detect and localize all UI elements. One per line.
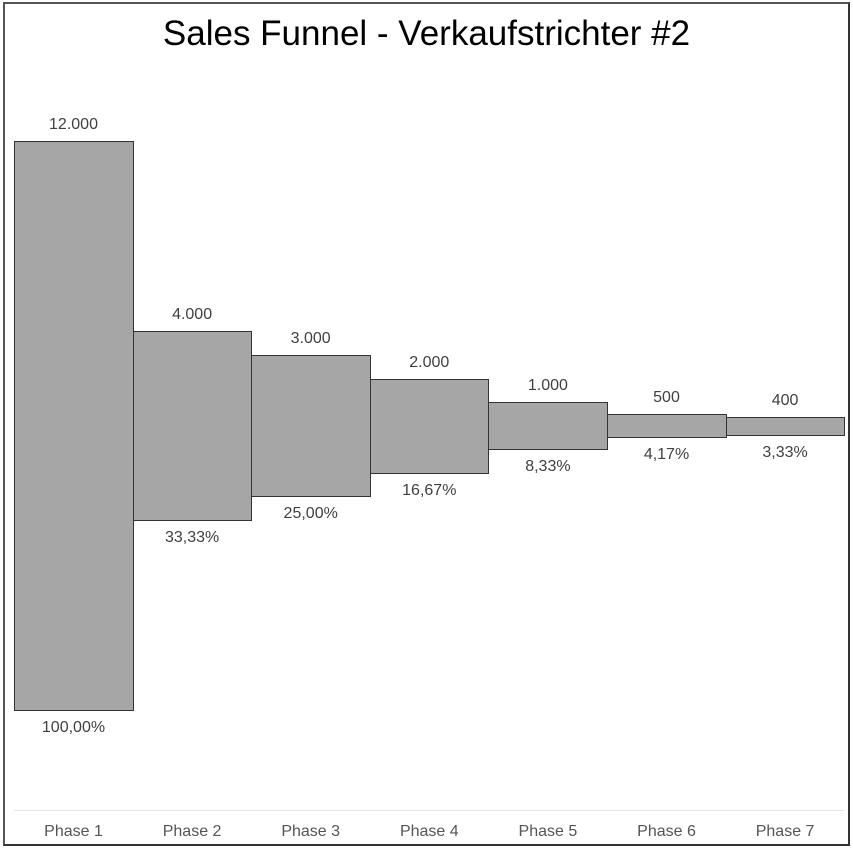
value-label: 12.000: [49, 116, 98, 133]
chart-title: Sales Funnel - Verkaufstrichter #2: [162, 14, 691, 53]
chart-frame: [3, 2, 850, 846]
value-label: 400: [771, 391, 799, 409]
funnel-bar-phase-5: [488, 402, 608, 450]
funnel-bar-phase-7: [725, 416, 846, 436]
category-label: Phase 6: [637, 823, 696, 840]
category-label: Phase 1: [44, 823, 103, 840]
category-label: Phase 5: [518, 823, 578, 840]
value-label: 3.000: [290, 329, 331, 347]
funnel-bar-phase-1: [14, 141, 134, 711]
value-label: 500: [653, 389, 680, 407]
percent-label: 16,67%: [402, 481, 457, 499]
percent-label: 33,33%: [164, 529, 220, 546]
category-label: Phase 7: [755, 823, 815, 840]
category-label: Phase 4: [399, 823, 459, 840]
funnel-bar-phase-4: [369, 378, 490, 474]
percent-label: 25,00%: [283, 505, 338, 523]
value-label: 2.000: [409, 353, 450, 371]
percent-label: 3,33%: [762, 443, 808, 461]
category-label: Phase 2: [162, 823, 222, 840]
percent-label: 8,33%: [525, 457, 571, 475]
percent-label: 100,00%: [41, 719, 106, 736]
category-label: Phase 3: [281, 823, 341, 840]
value-label: 1.000: [527, 377, 568, 395]
funnel-bar-phase-3: [251, 354, 371, 498]
percent-label: 4,17%: [643, 445, 690, 463]
x-axis-line: [14, 810, 844, 811]
value-label: 4.000: [172, 306, 213, 323]
funnel-bar-phase-6: [607, 414, 727, 438]
funnel-bar-phase-2: [132, 331, 253, 521]
